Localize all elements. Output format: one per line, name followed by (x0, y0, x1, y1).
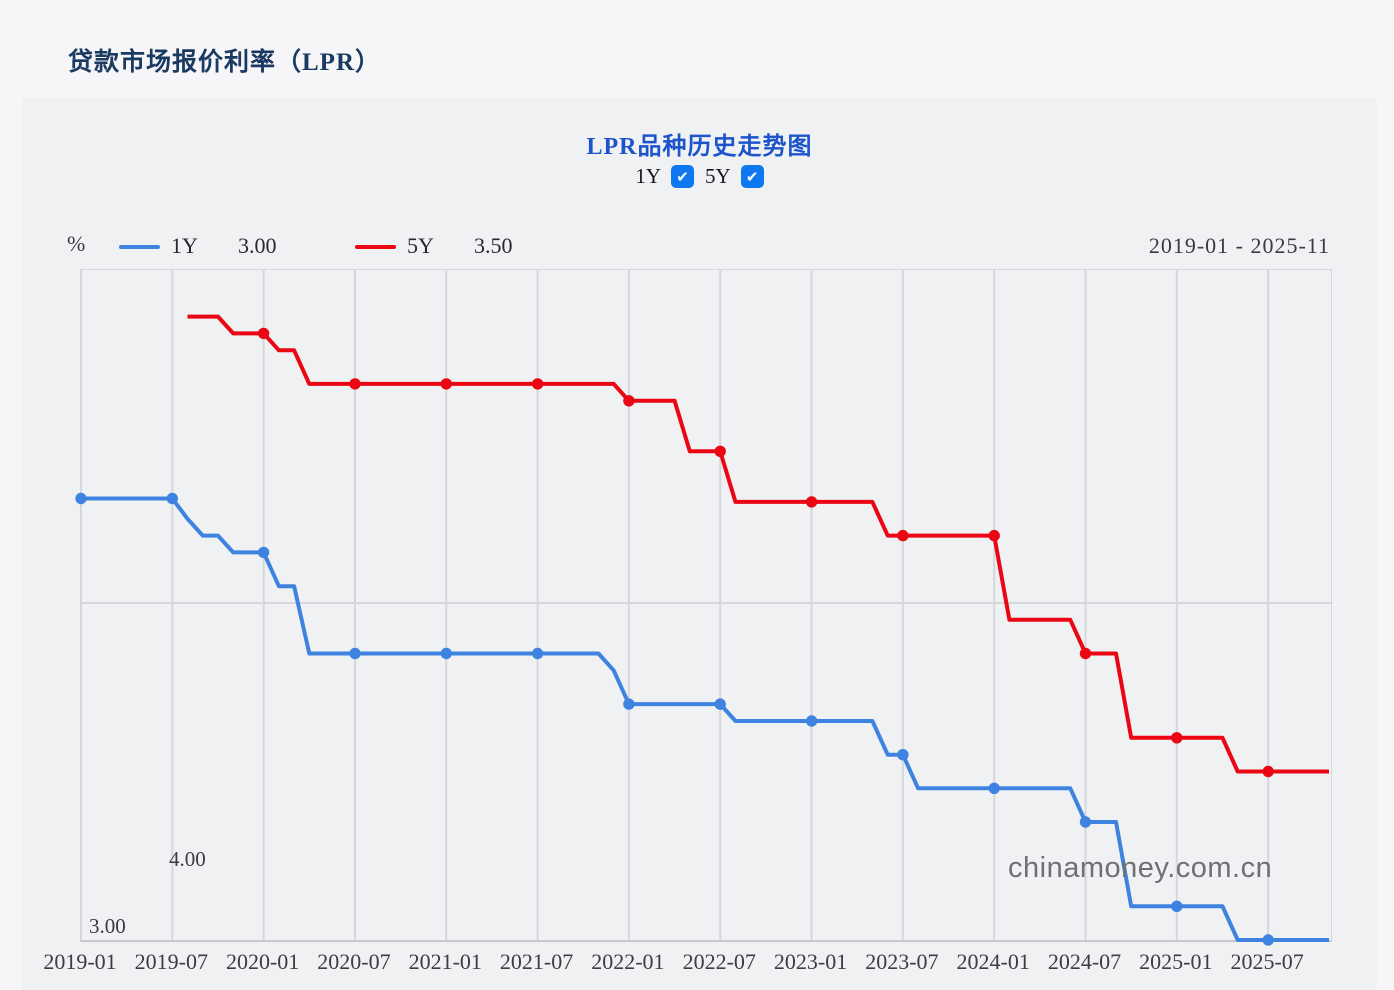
y-tick-label-3.00: 3.00 (89, 914, 126, 938)
x-tick-label-2020-07: 2020-07 (317, 949, 391, 974)
x-tick-label-2024-07: 2024-07 (1047, 949, 1122, 974)
lpr-trend-svg (75, 270, 1331, 946)
data-point-5y-2022-07[interactable] (714, 445, 726, 457)
checkbox-1y-checked-icon[interactable]: ✔ (671, 165, 694, 188)
chart-title: LPR品种历史走势图 (586, 134, 813, 160)
data-point-5y-2025-01[interactable] (1171, 732, 1183, 744)
x-tick-label-2023-07: 2023-07 (865, 949, 939, 974)
data-point-1y-2022-07[interactable] (714, 698, 726, 710)
series-line-5y (187, 314, 1329, 774)
data-point-1y-2024-01[interactable] (988, 782, 1000, 794)
toggle-1y-label: 1Y (635, 164, 661, 188)
data-point-1y-2019-01[interactable] (75, 492, 87, 505)
data-point-1y-2020-01[interactable] (257, 546, 270, 559)
y-axis-unit-label: % (67, 231, 86, 256)
toggle-5y-label: 5Y (705, 164, 731, 188)
legend-value-5y: 3.50 (474, 233, 513, 258)
x-axis-labels: 2019-01 2019-07 2020-01 2020-07 2021-01 2021-… (43, 949, 1330, 979)
legend-name-5y: 5Y (407, 233, 434, 258)
data-point-5y-2024-01[interactable] (988, 529, 1000, 542)
data-point-1y-2019-07[interactable] (166, 492, 178, 505)
y-tick-label-4.00: 4.00 (169, 847, 206, 871)
page-title: 贷款市场报价利率（LPR） (68, 49, 382, 76)
series-line-1y (81, 496, 1329, 942)
data-point-5y-2023-01[interactable] (805, 496, 818, 508)
data-point-1y-2021-01[interactable] (440, 647, 452, 660)
legend-line-5y (355, 245, 396, 249)
data-point-5y-2023-07[interactable] (897, 529, 909, 542)
data-point-1y-2025-07[interactable] (1262, 934, 1274, 946)
data-point-5y-2024-07[interactable] (1079, 647, 1092, 660)
x-tick-label-2019-01: 2019-01 (43, 949, 117, 974)
data-point-5y-2021-01[interactable] (440, 378, 452, 390)
toggle-5y[interactable]: 5Y ✔ (705, 164, 764, 189)
data-point-1y-2025-01[interactable] (1171, 900, 1183, 912)
x-tick-label-2024-01: 2024-01 (956, 949, 1030, 974)
x-tick-label-2021-07: 2021-07 (499, 949, 574, 974)
checkbox-5y-checked-icon[interactable]: ✔ (740, 165, 764, 188)
x-tick-label-2025-01: 2025-01 (1139, 949, 1213, 974)
date-range-label: 2019-01 - 2025-11 (1148, 233, 1330, 258)
data-point-1y-2021-07[interactable] (531, 647, 544, 660)
x-tick-label-2020-01: 2020-01 (225, 949, 300, 974)
data-point-5y-2020-01[interactable] (257, 327, 270, 340)
legend-item-5y: 5Y 3.50 (355, 231, 565, 259)
x-tick-label-2022-07: 2022-07 (682, 949, 756, 974)
series-toggle-row: 1Y ✔ 5Y ✔ (22, 164, 1377, 189)
data-point-5y-2022-01[interactable] (623, 395, 635, 407)
data-point-5y-2021-07[interactable] (531, 378, 544, 390)
data-point-1y-2024-07[interactable] (1079, 816, 1092, 828)
data-point-1y-2020-07[interactable] (349, 647, 361, 660)
plot-area: 4.00 3.00 chinamoney.com.cn (75, 269, 1332, 946)
data-point-1y-2023-07[interactable] (897, 749, 909, 761)
toggle-1y[interactable]: 1Y ✔ (635, 164, 694, 189)
legend-name-1y: 1Y (171, 233, 198, 258)
x-tick-label-2025-07: 2025-07 (1230, 949, 1304, 974)
data-point-5y-2025-07[interactable] (1262, 765, 1274, 778)
legend-line-1y (119, 245, 160, 249)
x-tick-label-2022-01: 2022-01 (591, 949, 665, 974)
data-point-1y-2023-01[interactable] (805, 715, 818, 727)
x-tick-label-2021-01: 2021-01 (408, 949, 482, 974)
x-tick-label-2023-01: 2023-01 (773, 949, 848, 974)
legend-value-1y: 3.00 (238, 233, 277, 258)
legend-item-1y: 1Y 3.00 (119, 231, 329, 259)
data-point-1y-2022-01[interactable] (623, 698, 635, 710)
data-point-5y-2020-07[interactable] (349, 378, 361, 390)
watermark: chinamoney.com.cn (1008, 852, 1273, 884)
x-tick-label-2019-07: 2019-07 (134, 949, 208, 974)
